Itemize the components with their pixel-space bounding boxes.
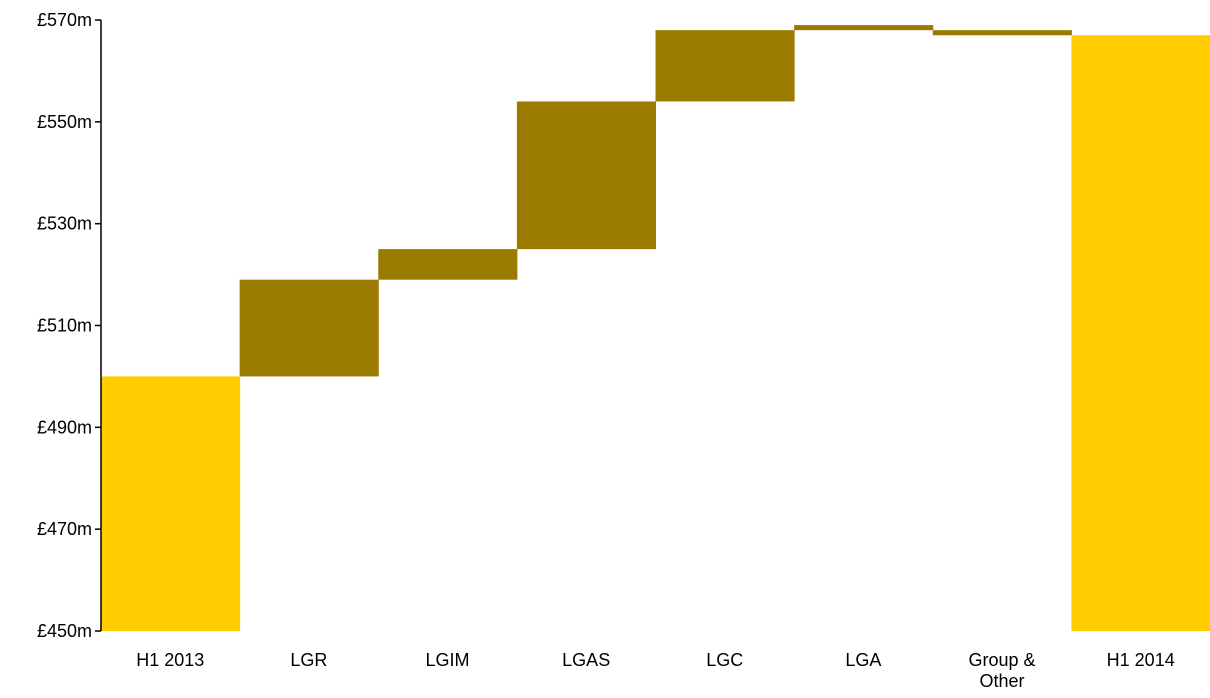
y-axis [95, 19, 102, 632]
x-tick-label-line: LGAS [562, 650, 610, 670]
x-tick-label: Group & Other [969, 650, 1036, 691]
y-tick-label: £490m [37, 417, 92, 437]
x-tick-label-line: Other [980, 671, 1025, 691]
y-tick-label: £530m [37, 214, 92, 234]
bar-lgas [516, 101, 657, 250]
y-tick-label: £510m [37, 316, 92, 336]
bar-lgc [655, 30, 795, 102]
y-tick-label: £450m [37, 621, 92, 641]
y-tick-labels: £450m £470m £490m £510m £530m £550m £570m [37, 10, 92, 641]
bar-h1-2013 [101, 376, 241, 631]
x-tick-label-line: LGA [845, 650, 881, 670]
bar-lgr [239, 279, 379, 377]
x-tick-label: LGC [706, 650, 743, 670]
x-tick-label-line: Group & [969, 650, 1036, 670]
x-tick-labels: H1 2013 LGR LGIM LGAS LGC LGA Group & Other H1 2… [136, 650, 1174, 691]
x-tick-label-line: LGR [290, 650, 327, 670]
y-tick-label: £470m [37, 519, 92, 539]
x-tick-label: LGA [845, 650, 881, 670]
bar-h1-2014 [1071, 35, 1210, 631]
x-tick-label-line: H1 2014 [1107, 650, 1175, 670]
bar-lgim [378, 249, 518, 280]
x-tick-label-line: H1 2013 [136, 650, 204, 670]
x-tick-label: LGR [290, 650, 327, 670]
bars-layer [101, 25, 1210, 631]
y-tick-label: £570m [37, 10, 92, 30]
x-tick-label: LGAS [562, 650, 610, 670]
x-tick-label-line: LGC [706, 650, 743, 670]
x-tick-label: LGIM [426, 650, 470, 670]
x-tick-label: H1 2013 [136, 650, 204, 670]
bar-lga [794, 25, 934, 31]
x-tick-label-line: LGIM [426, 650, 470, 670]
bar-group-other [932, 30, 1072, 36]
x-tick-label: H1 2014 [1107, 650, 1175, 670]
y-tick-label: £550m [37, 112, 92, 132]
